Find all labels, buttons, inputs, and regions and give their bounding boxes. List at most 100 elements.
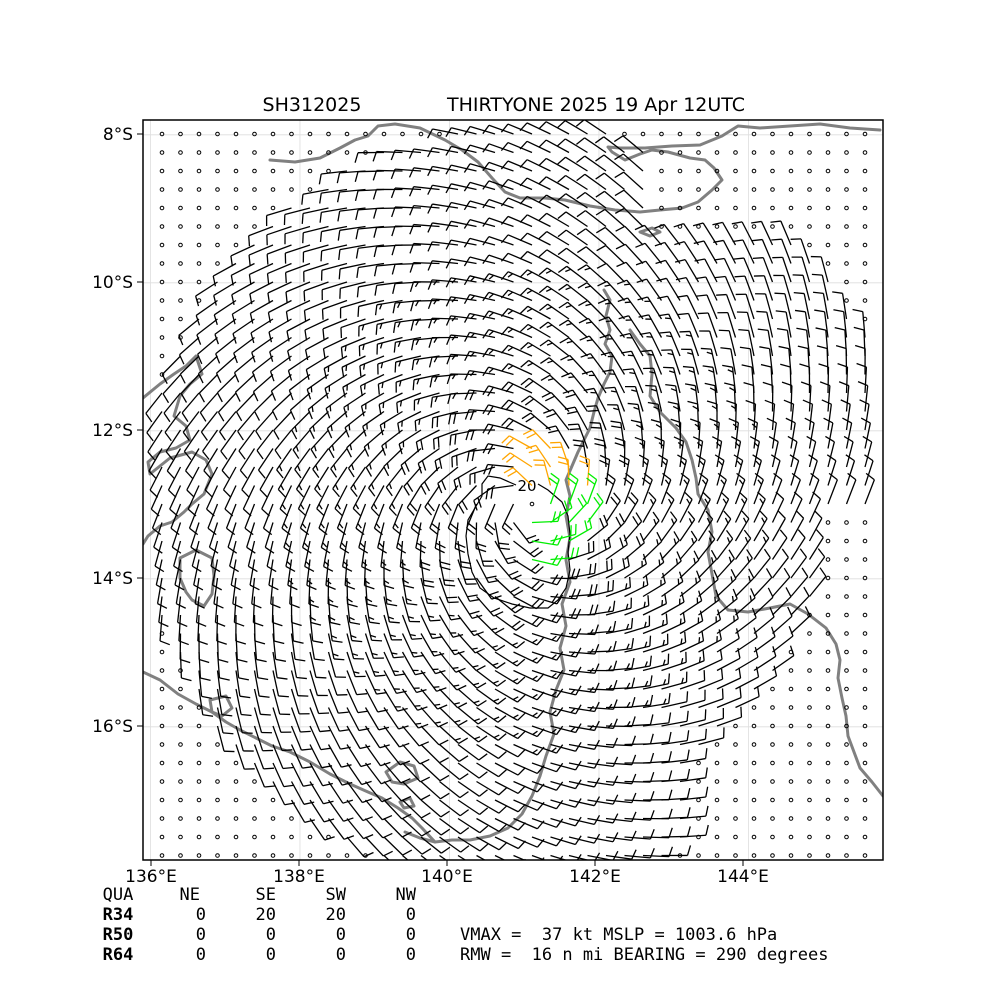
calm-wind-marker (863, 225, 867, 229)
calm-wind-marker (826, 650, 830, 654)
calm-wind-marker (234, 854, 238, 858)
wind-barb (798, 346, 810, 374)
wind-barb (551, 742, 582, 751)
wind-barb (236, 634, 247, 662)
wind-barb (699, 649, 723, 670)
calm-wind-marker (845, 743, 849, 747)
wind-barb (520, 252, 550, 264)
calm-wind-marker (752, 706, 756, 710)
wind-barb (606, 850, 636, 859)
wind-barb (810, 492, 821, 523)
calm-wind-marker (697, 798, 701, 802)
calm-wind-marker (826, 132, 830, 136)
calm-wind-marker (826, 558, 830, 562)
calm-wind-marker (327, 854, 331, 858)
wind-barb (558, 230, 587, 245)
wind-barb (464, 220, 495, 229)
wind-barb (640, 333, 662, 356)
calm-wind-marker (771, 854, 775, 858)
wind-barb (353, 486, 365, 516)
wind-barb (502, 504, 513, 534)
calm-wind-marker (715, 817, 719, 821)
wind-barb (304, 264, 329, 282)
calm-wind-marker (752, 225, 756, 229)
calm-wind-marker (715, 761, 719, 765)
wind-barb (384, 652, 405, 676)
wind-barb (560, 338, 588, 356)
wind-barb (392, 264, 421, 275)
wind-barb (292, 652, 307, 679)
calm-wind-marker (641, 132, 645, 136)
wind-barb (403, 745, 430, 764)
y-tick-label: 12°S (92, 421, 133, 441)
calm-wind-marker (715, 798, 719, 802)
wind-barb (331, 449, 347, 478)
wind-barb (680, 825, 708, 837)
calm-wind-marker (253, 151, 257, 155)
wind-barb (662, 612, 685, 634)
wind-barb (736, 569, 754, 597)
calm-wind-marker (160, 317, 164, 321)
wind-barb (736, 549, 753, 578)
wind-barb (539, 177, 569, 190)
wind-barb (495, 708, 525, 721)
table-header-cell: NE (180, 885, 200, 905)
table-cell: 0 (336, 925, 346, 945)
wind-barb (521, 378, 551, 393)
calm-wind-marker (290, 854, 294, 858)
calm-wind-marker (715, 206, 719, 210)
wind-barb (237, 393, 255, 421)
wind-barb (811, 257, 828, 282)
calm-wind-marker (160, 798, 164, 802)
wind-barb (662, 826, 691, 837)
wind-barb (366, 449, 384, 477)
wind-barb (249, 227, 273, 247)
wind-barb (403, 578, 418, 605)
wind-barb (384, 634, 404, 658)
wind-barb (440, 597, 462, 620)
calm-wind-marker (715, 151, 719, 155)
wind-barb (776, 311, 791, 338)
calm-wind-marker (715, 743, 719, 747)
wind-barb (225, 486, 236, 517)
wind-barb (717, 473, 726, 504)
wind-barb (810, 530, 824, 560)
calm-wind-marker (160, 132, 164, 136)
x-tick-label: 140°E (421, 867, 473, 887)
calm-wind-marker (845, 558, 849, 562)
calm-wind-marker (771, 206, 775, 210)
calm-wind-marker (197, 280, 201, 284)
wind-barb (863, 436, 872, 467)
calm-wind-marker (789, 743, 793, 747)
calm-wind-marker (197, 299, 201, 303)
wind-barb (360, 356, 384, 376)
wind-barb (817, 346, 828, 375)
x-tick-label: 142°E (569, 867, 621, 887)
wind-barb (268, 282, 292, 303)
wind-barb (197, 597, 207, 627)
calm-wind-marker (845, 151, 849, 155)
calm-wind-marker (197, 743, 201, 747)
wind-barb (577, 247, 606, 264)
calm-wind-marker (734, 835, 738, 839)
wind-barb (236, 652, 249, 680)
wind-barb (355, 171, 384, 182)
calm-wind-marker (845, 169, 849, 173)
wind-barb (477, 652, 506, 668)
wind-barb (243, 486, 254, 516)
calm-wind-marker (715, 225, 719, 229)
calm-wind-marker (789, 854, 793, 858)
wind-barb (218, 634, 229, 663)
calm-wind-marker (789, 724, 793, 728)
wind-barb (483, 386, 514, 396)
wind-barb (458, 708, 487, 724)
wind-barb (812, 274, 828, 300)
calm-wind-marker (826, 576, 830, 580)
wind-barb (753, 455, 762, 486)
wind-barb (458, 726, 487, 742)
y-tick-label: 16°S (92, 717, 133, 737)
calm-wind-marker (752, 188, 756, 192)
wind-barb (662, 807, 691, 818)
calm-wind-marker (808, 706, 812, 710)
